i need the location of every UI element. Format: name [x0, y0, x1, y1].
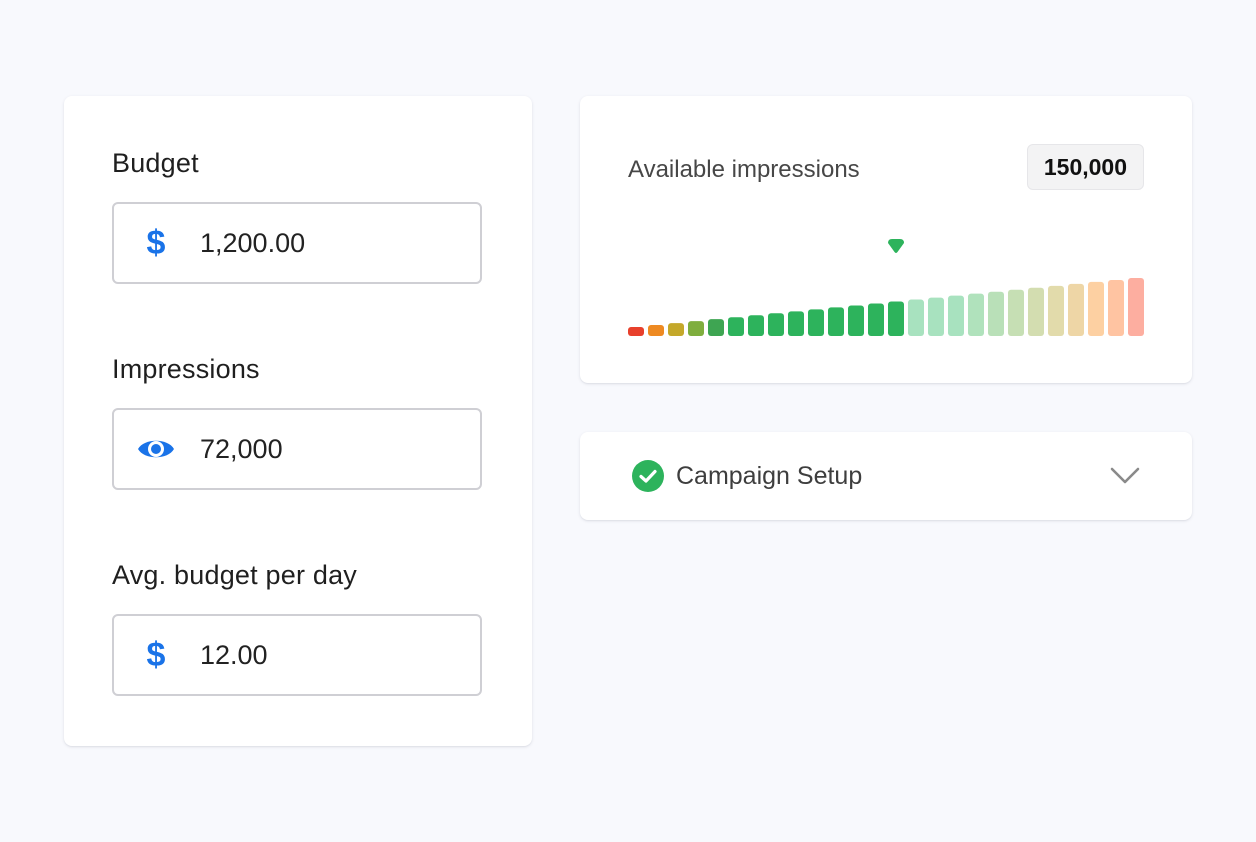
- available-impressions-label: Available impressions: [628, 156, 860, 183]
- campaign-setup-label: Campaign Setup: [676, 462, 863, 490]
- meter-marker-icon: [888, 239, 904, 253]
- meter-bar: [688, 321, 704, 336]
- avg-budget-input[interactable]: [200, 636, 460, 674]
- dollar-icon: $: [146, 636, 166, 674]
- meter-bar: [1008, 289, 1024, 336]
- meter-bar: [728, 317, 744, 336]
- meter-bar: [708, 319, 724, 336]
- meter-bar: [768, 313, 784, 336]
- meter-bar: [848, 305, 864, 336]
- dollar-icon: $: [146, 224, 166, 262]
- impressions-field[interactable]: [112, 408, 482, 490]
- meter-bar: [868, 303, 884, 336]
- meter-bar: [1088, 281, 1104, 336]
- check-circle-icon: [632, 460, 664, 492]
- meter-bar: [928, 297, 944, 336]
- available-impressions-value: 150,000: [1026, 144, 1144, 190]
- available-impressions-card: Available impressions 150,000: [580, 96, 1192, 383]
- meter-bar: [1108, 279, 1124, 336]
- budget-form-card: Budget $ Impressions Avg. budget per day…: [64, 96, 532, 746]
- budget-label: Budget: [112, 148, 199, 178]
- meter-bar: [828, 307, 844, 336]
- meter-bar: [988, 291, 1004, 336]
- impressions-meter: [628, 239, 1144, 336]
- meter-bar: [888, 301, 904, 336]
- meter-bar: [788, 311, 804, 336]
- campaign-setup-accordion[interactable]: Campaign Setup: [580, 432, 1192, 520]
- meter-bar: [668, 323, 684, 336]
- impressions-label: Impressions: [112, 354, 260, 384]
- meter-bar: [1048, 285, 1064, 336]
- chevron-down-icon[interactable]: [1110, 466, 1140, 486]
- meter-bar: [908, 299, 924, 336]
- meter-bar: [748, 315, 764, 336]
- eye-icon: [136, 431, 176, 467]
- meter-bar: [1028, 287, 1044, 336]
- meter-bar: [1068, 283, 1084, 336]
- meter-bar: [648, 325, 664, 336]
- meter-bar: [968, 293, 984, 336]
- impressions-input[interactable]: [200, 430, 460, 468]
- budget-input[interactable]: [200, 224, 460, 262]
- avg-budget-field[interactable]: $: [112, 614, 482, 696]
- meter-bar: [808, 309, 824, 336]
- meter-bar: [948, 295, 964, 336]
- meter-bar: [628, 327, 644, 336]
- avg-budget-label: Avg. budget per day: [112, 560, 357, 590]
- meter-bar: [1128, 278, 1144, 336]
- budget-field[interactable]: $: [112, 202, 482, 284]
